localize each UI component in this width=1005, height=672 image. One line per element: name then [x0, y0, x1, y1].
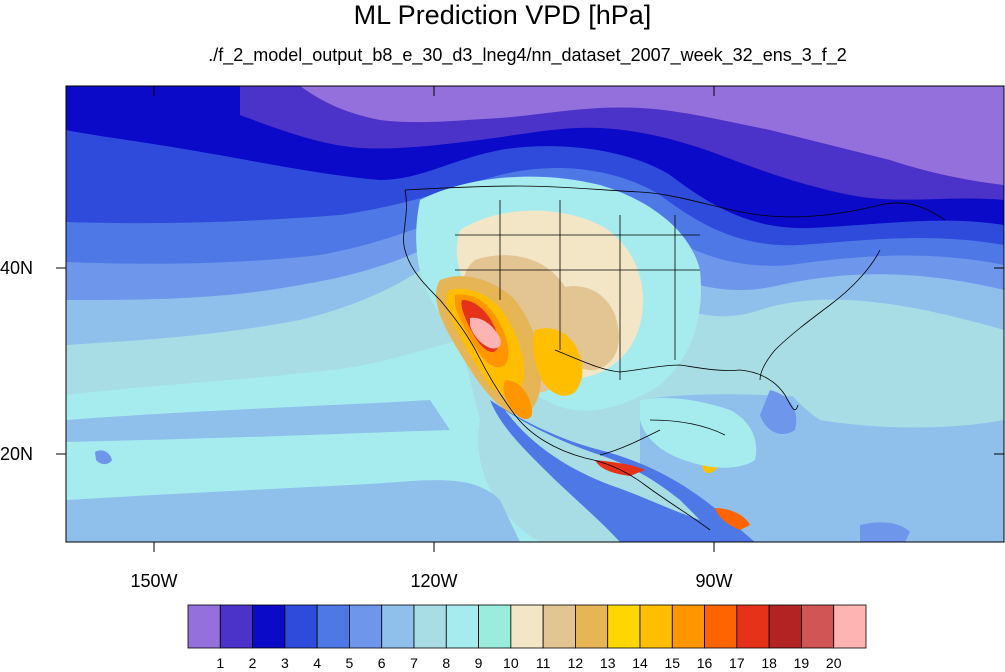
colorbar-swatch: [219, 604, 253, 649]
colorbar-tick-label: 3: [280, 655, 289, 671]
lat-label-20n: 20N: [0, 444, 34, 464]
colorbar-swatch: [510, 604, 544, 649]
contour-field: [66, 86, 1004, 542]
colorbar-swatch: [639, 604, 673, 649]
colorbar-tick-label: 6: [377, 655, 386, 671]
colorbar-swatch: [671, 604, 705, 649]
colorbar-swatch: [833, 604, 867, 649]
colorbar-swatch: [801, 604, 835, 649]
coastlines: [403, 185, 946, 531]
colorbar: [187, 604, 867, 649]
colorbar-tick-label: 20: [825, 655, 842, 671]
colorbar-swatch: [381, 604, 415, 649]
colorbar-tick-label: 11: [535, 655, 551, 671]
colorbar-swatch: [413, 604, 447, 649]
colorbar-tick-label: 1: [216, 655, 225, 671]
colorbar-tick-label: 8: [442, 655, 451, 671]
colorbar-swatch: [478, 604, 512, 649]
colorbar-swatch: [284, 604, 318, 649]
colorbar-tick-label: 12: [567, 655, 584, 671]
colorbar-swatch: [704, 604, 738, 649]
colorbar-swatch: [768, 604, 802, 649]
colorbar-tick-label: 4: [313, 655, 322, 671]
colorbar-tick-label: 19: [793, 655, 810, 671]
colorbar-swatch: [316, 604, 350, 649]
lat-label-40n: 40N: [0, 258, 34, 278]
colorbar-tick-label: 10: [503, 655, 519, 671]
colorbar-swatch: [736, 604, 770, 649]
colorbar-tick-label: 16: [696, 655, 713, 671]
colorbar-swatch: [542, 604, 576, 649]
map-title: ML Prediction VPD [hPa]: [353, 0, 652, 30]
colorbar-tick-label: 5: [345, 655, 354, 671]
colorbar-tick-label: 7: [410, 655, 418, 671]
lon-label-120w: 120W: [410, 571, 458, 591]
lon-label-150w: 150W: [130, 571, 178, 591]
colorbar-swatch: [349, 604, 383, 649]
colorbar-swatch: [445, 604, 479, 649]
colorbar-swatch: [187, 604, 221, 649]
colorbar-swatch: [575, 604, 609, 649]
colorbar-swatch: [607, 604, 641, 649]
colorbar-tick-label: 9: [474, 655, 483, 671]
axis-ticks: [56, 86, 1004, 552]
colorbar-tick-label: 18: [761, 655, 777, 671]
lon-label-90w: 90W: [695, 571, 733, 591]
colorbar-tick-label: 13: [599, 655, 616, 671]
map-subtitle: ./f_2_model_output_b8_e_30_d3_lneg4/nn_d…: [208, 45, 847, 65]
colorbar-tick-label: 14: [632, 655, 648, 671]
colorbar-tick-label: 15: [664, 655, 681, 671]
colorbar-swatch: [252, 604, 286, 649]
colorbar-tick-label: 2: [248, 655, 257, 671]
colorbar-tick-label: 17: [729, 655, 745, 671]
plot-frame: [65, 85, 1005, 543]
